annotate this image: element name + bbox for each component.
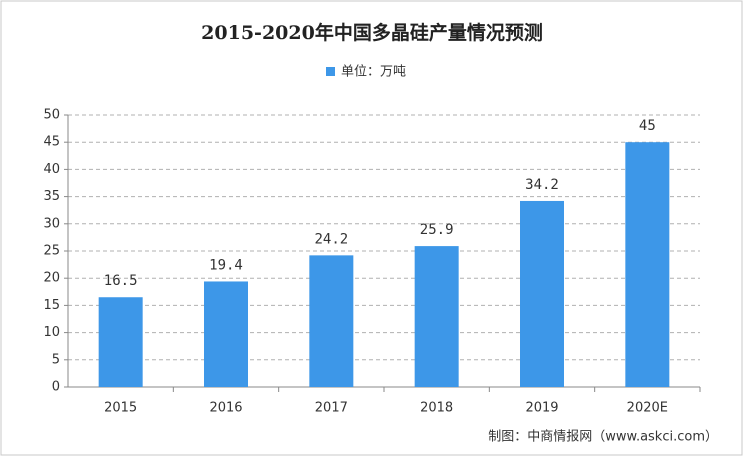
y-tick-label: 0 bbox=[52, 380, 60, 395]
y-tick-label: 5 bbox=[52, 352, 60, 367]
x-tick-label: 2015 bbox=[104, 401, 137, 416]
bar bbox=[414, 246, 459, 387]
source-note: 制图：中商情报网（www.askci.com） bbox=[488, 430, 718, 445]
value-label: 45 bbox=[639, 118, 656, 134]
x-tick-label: 2019 bbox=[525, 401, 558, 416]
bar bbox=[520, 200, 564, 387]
x-tick-label: 2016 bbox=[209, 401, 242, 416]
bar bbox=[204, 281, 248, 387]
x-tick-label: 2018 bbox=[420, 401, 453, 416]
bar bbox=[309, 255, 354, 387]
chart-title: 2015-2020年中国多晶硅产量情况预测 bbox=[201, 21, 543, 44]
y-tick-label: 30 bbox=[43, 216, 60, 231]
value-label: 25.9 bbox=[420, 222, 454, 238]
y-tick-label: 50 bbox=[43, 108, 60, 123]
legend-swatch bbox=[326, 67, 335, 76]
y-tick-label: 20 bbox=[43, 271, 60, 286]
y-tick-label: 40 bbox=[43, 162, 60, 177]
value-label: 34.2 bbox=[525, 177, 559, 193]
legend-label: 单位：万吨 bbox=[341, 65, 406, 80]
value-label: 16.5 bbox=[104, 273, 138, 289]
y-tick-label: 15 bbox=[43, 298, 60, 313]
value-label: 24.2 bbox=[314, 231, 348, 247]
y-tick-label: 10 bbox=[43, 325, 60, 340]
x-tick-label: 2017 bbox=[315, 401, 348, 416]
y-tick-label: 35 bbox=[43, 189, 60, 204]
bar bbox=[98, 297, 143, 387]
value-label: 19.4 bbox=[209, 257, 243, 273]
y-tick-label: 25 bbox=[43, 244, 60, 259]
bar bbox=[625, 142, 670, 387]
y-tick-label: 45 bbox=[43, 135, 60, 150]
x-tick-label: 2020E bbox=[627, 401, 668, 416]
